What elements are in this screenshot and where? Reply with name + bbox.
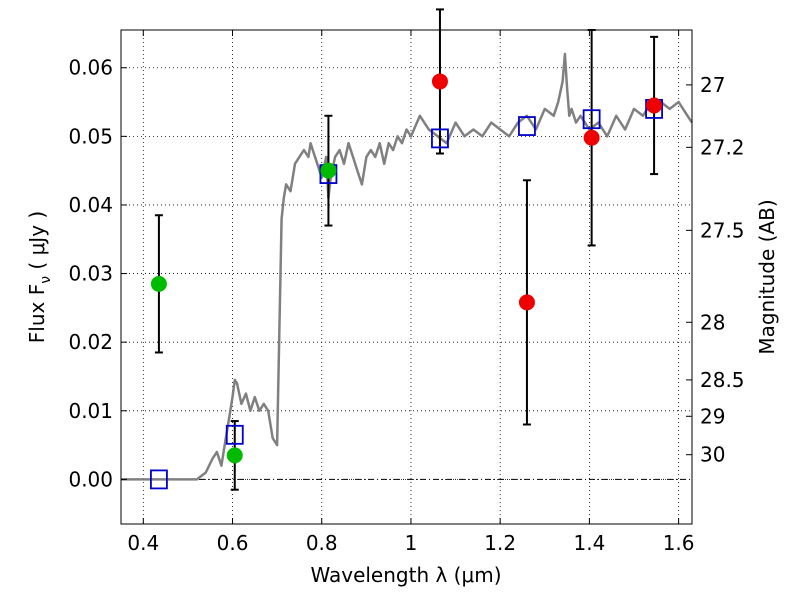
model-spectrum xyxy=(121,52,694,481)
y-axis-label-main: Flux F xyxy=(25,284,49,343)
y-tick-label: 0.00 xyxy=(68,467,113,491)
model-flux-square xyxy=(431,128,449,149)
y-tick-label: 0.04 xyxy=(68,193,113,217)
model-flux-square xyxy=(225,424,244,445)
x-tick-label: 0.6 xyxy=(217,531,249,555)
right-tick-label: 27.2 xyxy=(700,135,745,159)
observed-flux-point xyxy=(646,97,663,114)
y-tick-label: 0.01 xyxy=(68,399,113,423)
y-tick-label: 0.03 xyxy=(68,262,113,286)
y-axis-label-subscript: ν xyxy=(38,276,54,284)
observed-flux-point xyxy=(431,73,448,90)
y-tick-label: 0.05 xyxy=(68,124,113,148)
x-tick-label: 1.2 xyxy=(484,531,516,555)
observed-flux-point xyxy=(150,275,167,292)
grid-lines xyxy=(121,30,692,524)
x-tick-label: 0.8 xyxy=(306,531,338,555)
y-tick-label: 0.02 xyxy=(68,330,113,354)
x-tick-label: 1.6 xyxy=(663,531,695,555)
plot-frame xyxy=(120,29,693,525)
right-axis-label: Magnitude (AB) xyxy=(755,199,779,354)
right-tick-label: 28 xyxy=(700,310,725,334)
model-flux-square xyxy=(150,469,168,490)
y-axis-label: Flux Fν ( μJy ) xyxy=(25,211,54,343)
observed-flux-point xyxy=(320,162,337,179)
observed-flux-point xyxy=(226,447,243,464)
x-tick-label: 0.4 xyxy=(127,531,159,555)
right-tick-label: 29 xyxy=(700,404,725,428)
x-tick-label: 1 xyxy=(405,531,418,555)
model-flux-square xyxy=(582,109,601,130)
observed-flux-point xyxy=(518,294,535,311)
spectrum-line xyxy=(121,52,694,481)
right-tick-label: 28.5 xyxy=(700,368,745,392)
axis-ticks: 0.4 0.6 0.8 1 1.2 1.4 1.6 0.00 0.01 0.02 0.03 0.04 0… xyxy=(68,30,745,555)
observed-flux-point xyxy=(583,129,600,146)
y-tick-label: 0.06 xyxy=(68,56,113,80)
x-axis-label: Wavelength λ (μm) xyxy=(310,563,501,587)
data-markers xyxy=(150,73,663,490)
right-tick-label: 27.5 xyxy=(700,218,745,242)
model-flux-square xyxy=(518,116,536,136)
y-axis-label-unit: ( μJy ) xyxy=(25,211,49,276)
right-tick-label: 30 xyxy=(700,443,725,467)
x-tick-label: 1.4 xyxy=(573,531,605,555)
right-tick-label: 27 xyxy=(700,73,725,97)
